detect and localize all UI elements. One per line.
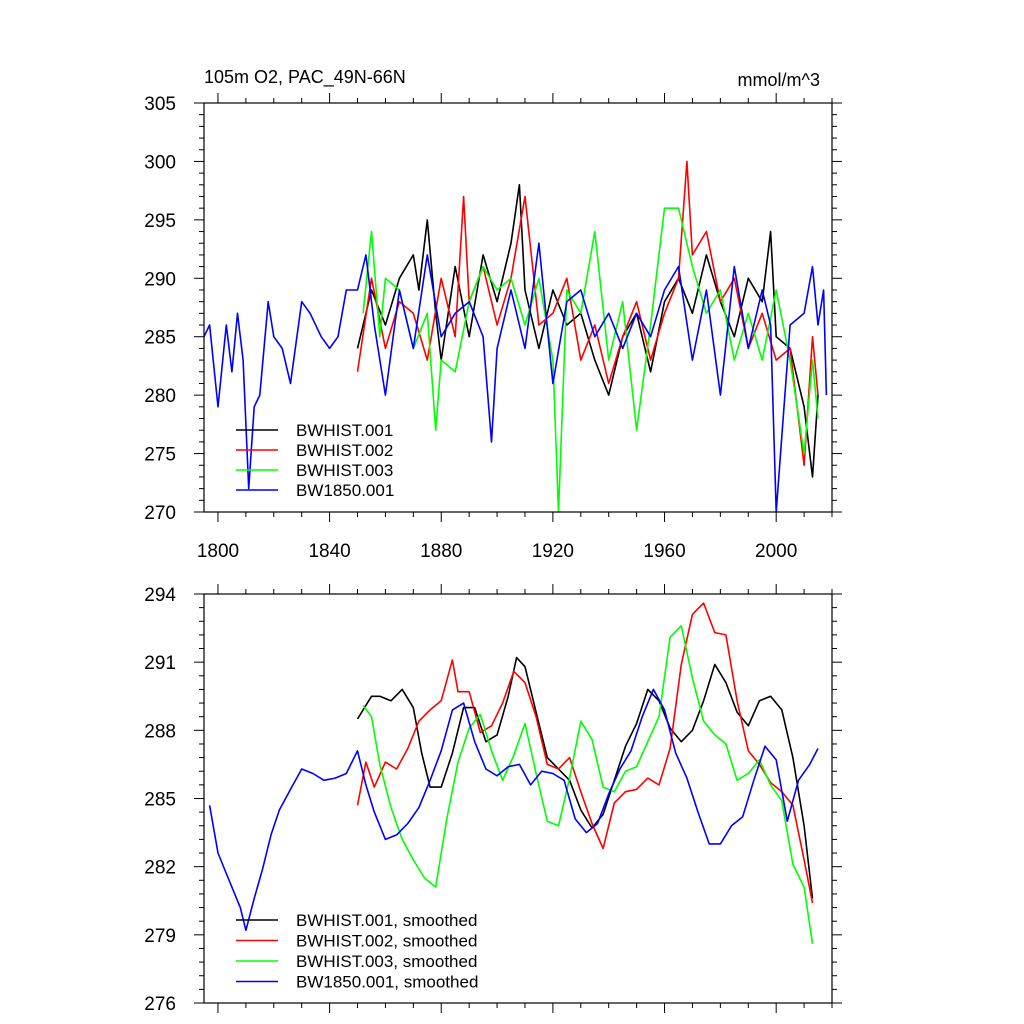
x-tick-label: 1880 [420,541,462,562]
y-tick-label: 300 [144,152,176,173]
legend-label-bwhist-002: BWHIST.002 [296,441,393,460]
legend-entry-bwhist-001: BWHIST.001 [236,421,393,440]
y-tick-label: 305 [144,94,176,115]
panel-title: 105m O2, PAC_49N-66N [204,67,406,88]
series-line-bwhist-003 [362,207,819,513]
plot-frame [203,102,833,513]
y-tick-label: 282 [144,858,176,879]
y-tick-label: 291 [144,653,176,674]
legend-label-bwhist-002-smoothed: BWHIST.002, smoothed [296,932,477,951]
smoothed-o2-panel: 276 279 282 285 288 291 294 BWHIST.001, smooth… [144,584,842,1015]
series-line-bw1850-001-smoothed [208,688,819,932]
series-line-bwhist-001 [356,184,819,478]
legend-label-bwhist-003-smoothed: BWHIST.003, smoothed [296,952,477,971]
legend-entry-bw1850-001-smoothed: BW1850.001, smoothed [236,973,478,992]
legend-label-bw1850-001: BW1850.001 [296,481,394,500]
legend-label-bw1850-001-smoothed: BW1850.001, smoothed [296,973,478,992]
y-tick-label: 288 [144,721,176,742]
y-tick-label: 279 [144,926,176,947]
legend-entry-bwhist-002: BWHIST.002 [236,441,393,460]
y-tick-label: 280 [144,386,176,407]
legend-entry-bwhist-002-smoothed: BWHIST.002, smoothed [236,932,477,951]
x-tick-label: 1840 [308,541,350,562]
y-tick-label: 290 [144,269,176,290]
series-layer [208,602,819,945]
legend: BWHIST.001, smoothed BWHIST.002, smoothe… [236,911,478,992]
legend-entry-bwhist-001-smoothed: BWHIST.001, smoothed [236,911,477,930]
series-line-bwhist-002-smoothed [356,602,814,904]
series-line-bwhist-001-smoothed [356,656,814,899]
legend-entry-bw1850-001: BW1850.001 [236,481,394,500]
y-tick-label: 275 [144,445,176,466]
series-line-bw1850-001 [203,242,828,513]
x-tick-label: 1920 [532,541,574,562]
x-tick-label: 1800 [197,541,239,562]
y-tick-label: 285 [144,328,176,349]
series-layer [203,160,828,513]
raw-o2-panel: 105m O2, PAC_49N-66N mmol/m^3 1800 1840 18… [144,67,842,562]
x-tick-label: 2000 [755,541,797,562]
y-tick-label: 295 [144,211,176,232]
axes: 1800 1840 1880 1920 1960 2000 270 275 280 285 290 2… [144,93,842,562]
legend-label-bwhist-001: BWHIST.001 [296,421,393,440]
y-tick-label: 285 [144,790,176,811]
legend-label-bwhist-003: BWHIST.003 [296,461,393,480]
y-tick-label: 270 [144,503,176,524]
series-line-bwhist-003-smoothed [362,624,814,945]
legend-entry-bwhist-003-smoothed: BWHIST.003, smoothed [236,952,477,971]
x-tick-label: 1960 [643,541,685,562]
y-tick-label: 294 [144,585,176,606]
y-tick-label: 276 [144,994,176,1015]
legend-entry-bwhist-003: BWHIST.003 [236,461,393,480]
legend: BWHIST.001 BWHIST.002 BWHIST.003 BW1850.… [236,421,394,500]
legend-label-bwhist-001-smoothed: BWHIST.001, smoothed [296,911,477,930]
axes: 276 279 282 285 288 291 294 [144,584,842,1015]
panel-units: mmol/m^3 [738,70,820,90]
